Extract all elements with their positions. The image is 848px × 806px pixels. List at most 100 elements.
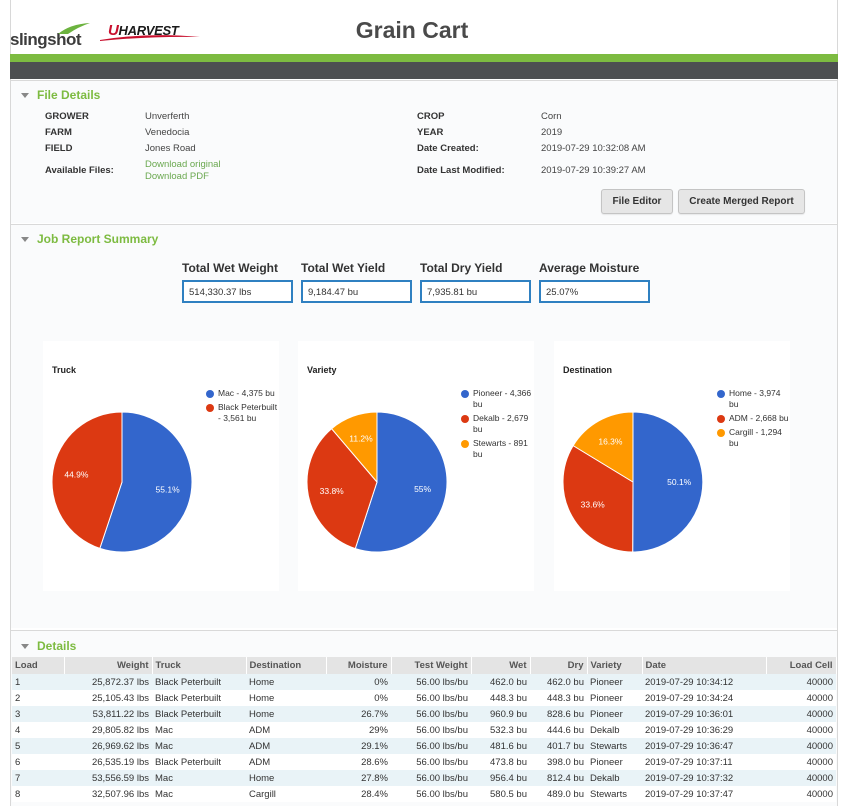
column-header-moisture[interactable]: Moisture	[326, 657, 392, 674]
legend-item[interactable]: Pioneer - 4,366 bu	[459, 388, 533, 410]
date-modified-value: 2019-07-29 10:39:27 AM	[541, 165, 646, 176]
table-row[interactable]: 8 32,507.96 lbs Mac Cargill 28.4% 56.00 lbs/b…	[12, 786, 836, 802]
download-original-link[interactable]: Download original	[145, 159, 221, 170]
column-header-truck[interactable]: Truck	[152, 657, 247, 674]
legend-item[interactable]: Dekalb - 2,679 bu	[459, 413, 533, 435]
cell-dry: 828.6 bu	[547, 708, 584, 720]
column-header-dry[interactable]: Dry	[530, 657, 588, 674]
collapse-caret-icon[interactable]	[21, 92, 29, 98]
legend-item[interactable]: ADM - 2,668 bu	[715, 413, 789, 424]
pie-slice-stewarts[interactable]	[330, 411, 378, 484]
total-dry-yield-value: 7,935.81 bu	[420, 280, 531, 303]
table-row[interactable]: 7 53,556.59 lbs Mac Home 27.8% 56.00 lbs/bu 95…	[12, 770, 836, 786]
job-summary-header[interactable]: Job Report Summary	[21, 232, 158, 246]
date-created-value: 2019-07-29 10:32:08 AM	[541, 143, 646, 154]
cell-destination: ADM	[249, 724, 271, 736]
pie-slice-home[interactable]	[632, 411, 704, 553]
pie-slice-label: 50.1%	[667, 477, 692, 487]
create-merged-report-button[interactable]: Create Merged Report	[678, 189, 805, 214]
legend-item[interactable]: Black Peterbuilt - 3,561 bu	[204, 402, 278, 424]
job-summary-section: Job Report Summary Total Wet Weight 514,…	[11, 224, 837, 628]
year-value: 2019	[541, 127, 563, 138]
details-table-wrap: Load Weight Truck Destination Moisture Test W…	[12, 657, 837, 802]
cell-weight: 29,805.82 lbs	[91, 724, 149, 736]
header-green-band	[10, 54, 838, 62]
details-header[interactable]: Details	[21, 639, 76, 653]
legend-item[interactable]: Mac - 4,375 bu	[204, 388, 278, 399]
legend-item[interactable]: Home - 3,974 bu	[715, 388, 789, 410]
cell-load-cell: 40000	[806, 724, 833, 736]
legend-label: Home - 3,974 bu	[729, 388, 781, 409]
date-modified-label: Date Last Modified:	[417, 165, 505, 176]
pie-slice-dekalb[interactable]	[306, 428, 378, 550]
cell-truck: Black Peterbuilt	[155, 756, 222, 768]
file-editor-button[interactable]: File Editor	[601, 189, 673, 214]
header-dark-band	[10, 62, 838, 79]
cell-load: 1	[15, 676, 21, 688]
total-wet-weight-label: Total Wet Weight	[182, 261, 278, 275]
collapse-caret-icon[interactable]	[21, 643, 29, 649]
table-row[interactable]: 2 25,105.43 lbs Black Peterbuilt Home 0% 56.0…	[12, 690, 836, 706]
cell-load: 7	[15, 772, 21, 784]
cell-test-weight: 56.00 lbs/bu	[416, 756, 468, 768]
cell-load-cell: 40000	[806, 708, 833, 720]
cell-truck: Black Peterbuilt	[155, 692, 222, 704]
cell-date: 2019-07-29 10:36:01	[645, 708, 734, 720]
legend-swatch-icon	[206, 390, 214, 398]
cell-load: 3	[15, 708, 21, 720]
cell-dry: 398.0 bu	[547, 756, 584, 768]
legend-swatch-icon	[717, 415, 725, 423]
column-header-load[interactable]: Load	[12, 657, 65, 674]
cell-dry: 812.4 bu	[547, 772, 584, 784]
cell-test-weight: 56.00 lbs/bu	[416, 740, 468, 752]
legend-swatch-icon	[717, 429, 725, 437]
file-details-header[interactable]: File Details	[21, 88, 100, 102]
pie-slice-cargill[interactable]	[572, 411, 634, 483]
cell-dry: 444.6 bu	[547, 724, 584, 736]
date-created-label: Date Created:	[417, 143, 479, 154]
cell-load: 5	[15, 740, 21, 752]
pie-slice-black-peterbuilt[interactable]	[51, 411, 123, 550]
collapse-caret-icon[interactable]	[21, 236, 29, 242]
slingshot-logo: slingshot	[10, 22, 90, 50]
cell-wet: 481.6 bu	[490, 740, 527, 752]
pie-slice-mac[interactable]	[99, 411, 193, 553]
legend-swatch-icon	[461, 440, 469, 448]
cell-load: 6	[15, 756, 21, 768]
column-header-variety[interactable]: Variety	[587, 657, 643, 674]
page-frame	[10, 0, 838, 806]
column-header-destination[interactable]: Destination	[246, 657, 327, 674]
cell-wet: 462.0 bu	[490, 676, 527, 688]
pie-slice-pioneer[interactable]	[354, 411, 448, 553]
cell-moisture: 29%	[368, 724, 388, 736]
column-header-load-cell[interactable]: Load Cell	[766, 657, 837, 674]
truck-pie-chart: 55.1% 44.9%	[51, 411, 193, 553]
column-header-date[interactable]: Date	[642, 657, 767, 674]
cell-destination: Home	[249, 772, 275, 784]
column-header-weight[interactable]: Weight	[64, 657, 153, 674]
download-pdf-link[interactable]: Download PDF	[145, 171, 209, 182]
cell-load-cell: 40000	[806, 788, 833, 800]
table-row[interactable]: 3 53,811.22 lbs Black Peterbuilt Home 26.7% 5…	[12, 706, 836, 722]
cell-truck: Black Peterbuilt	[155, 676, 222, 688]
cell-test-weight: 56.00 lbs/bu	[416, 724, 468, 736]
cell-weight: 26,535.19 lbs	[91, 756, 149, 768]
details-title: Details	[37, 639, 77, 653]
cell-test-weight: 56.00 lbs/bu	[416, 708, 468, 720]
pie-slice-label: 16.3%	[598, 437, 623, 447]
legend-item[interactable]: Stewarts - 891 bu	[459, 438, 533, 460]
table-row[interactable]: 4 29,805.82 lbs Mac ADM 29% 56.00 lbs/bu 532.3…	[12, 722, 836, 738]
cell-moisture: 0%	[374, 692, 388, 704]
pie-slice-adm[interactable]	[562, 444, 634, 553]
cell-load: 2	[15, 692, 21, 704]
cell-wet: 580.5 bu	[490, 788, 527, 800]
cell-test-weight: 56.00 lbs/bu	[416, 676, 468, 688]
table-row[interactable]: 5 26,969.62 lbs Mac ADM 29.1% 56.00 lbs/bu 481…	[12, 738, 836, 754]
table-row[interactable]: 6 26,535.19 lbs Black Peterbuilt ADM 28.6% 56…	[12, 754, 836, 770]
legend-swatch-icon	[461, 415, 469, 423]
legend-item[interactable]: Cargill - 1,294 bu	[715, 427, 789, 449]
table-row[interactable]: 1 25,872.37 lbs Black Peterbuilt Home 0% 56.0…	[12, 674, 836, 690]
column-header-wet[interactable]: Wet	[471, 657, 531, 674]
column-header-test-weight[interactable]: Test Weight	[391, 657, 472, 674]
legend-swatch-icon	[717, 390, 725, 398]
